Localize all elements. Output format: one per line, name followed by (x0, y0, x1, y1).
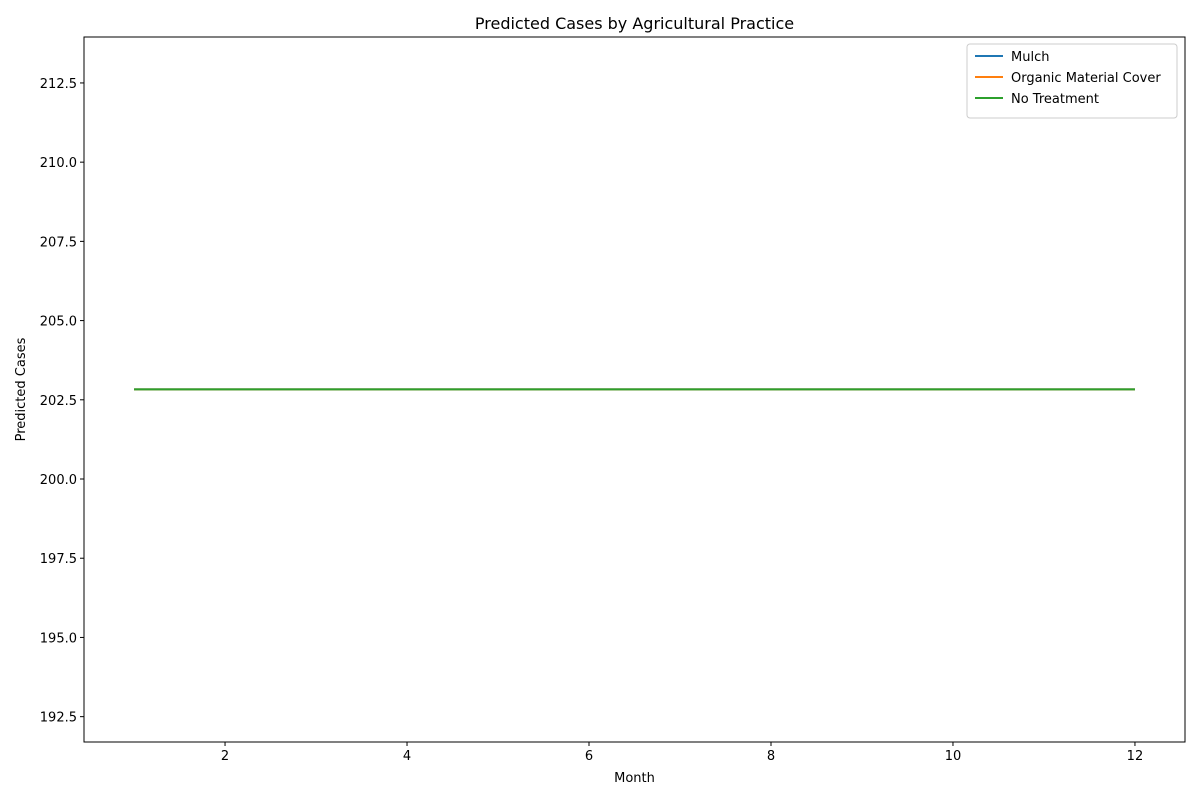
x-tick-label: 10 (945, 749, 962, 764)
x-tick-label: 6 (585, 749, 593, 764)
y-axis-title: Predicted Cases (14, 337, 29, 441)
chart-title: Predicted Cases by Agricultural Practice (475, 14, 794, 33)
legend-label: Mulch (1011, 50, 1049, 65)
y-tick-label: 212.5 (40, 77, 77, 92)
x-tick-label: 2 (221, 749, 229, 764)
y-tick-label: 205.0 (40, 315, 77, 330)
legend-label: Organic Material Cover (1011, 71, 1161, 86)
legend: Mulch Organic Material Cover No Treatment (966, 43, 1178, 119)
x-tick-label: 4 (403, 749, 411, 764)
y-tick-label: 200.0 (40, 473, 77, 488)
y-tick-label: 195.0 (40, 631, 77, 646)
legend-label: No Treatment (1011, 92, 1099, 107)
plot-frame (83, 36, 1186, 743)
y-tick-label: 202.5 (40, 394, 77, 409)
y-tick-label: 207.5 (40, 235, 77, 250)
legend-box (966, 43, 1178, 119)
y-tick-label: 197.5 (40, 552, 77, 567)
x-tick-label: 8 (767, 749, 775, 764)
y-tick-label: 210.0 (40, 156, 77, 171)
x-axis-title: Month (614, 771, 655, 786)
x-tick-label: 12 (1127, 749, 1144, 764)
y-tick-label: 192.5 (40, 711, 77, 726)
